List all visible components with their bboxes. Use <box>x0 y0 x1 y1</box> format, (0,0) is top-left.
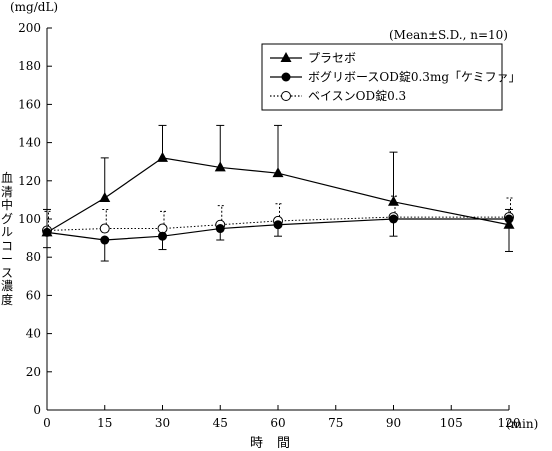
data-point <box>41 226 53 237</box>
y-tick-label: 20 <box>26 365 41 379</box>
x-tick-label: 105 <box>440 416 463 430</box>
x-tick-label: 75 <box>328 416 343 430</box>
y-tick-label: 160 <box>18 97 41 111</box>
x-tick-label: 30 <box>155 416 170 430</box>
y-tick-label: 0 <box>33 403 41 417</box>
y-tick-label: 140 <box>18 136 41 150</box>
y-tick-label: 200 <box>18 21 41 35</box>
y-tick-label: 60 <box>26 288 41 302</box>
legend-marker <box>281 91 291 101</box>
y-tick-label: 100 <box>18 212 41 226</box>
y-tick-label: 180 <box>18 59 41 73</box>
x-tick-label: 90 <box>386 416 401 430</box>
y-tick-label: 120 <box>18 174 41 188</box>
y-axis-unit: (mg/dL) <box>10 0 59 14</box>
x-tick-label: 45 <box>213 416 228 430</box>
data-point <box>215 224 225 234</box>
legend-label: ボグリボースOD錠0.3mg「ケミファ」 <box>308 69 521 84</box>
x-tick-label: 120 <box>498 416 521 430</box>
x-tick-label: 0 <box>43 416 51 430</box>
x-tick-label: 60 <box>270 416 285 430</box>
legend-label: ベイスンOD錠0.3 <box>308 88 406 103</box>
y-tick-label: 40 <box>26 327 41 341</box>
x-axis-unit: (min) <box>506 417 539 431</box>
data-point <box>100 235 110 245</box>
legend-marker <box>281 72 291 82</box>
stats-note: (Mean±S.D., n=10) <box>389 28 508 42</box>
data-point <box>157 151 168 162</box>
y-axis-label: 血清中グルコース濃度 <box>0 171 13 307</box>
data-point <box>99 191 111 202</box>
x-axis-label: 時間 <box>250 436 305 451</box>
data-point <box>99 223 110 234</box>
data-point <box>503 218 515 229</box>
x-tick-label: 15 <box>97 416 112 430</box>
data-point <box>158 231 167 241</box>
y-tick-label: 80 <box>26 250 41 264</box>
data-point <box>214 161 226 172</box>
data-point <box>389 214 398 224</box>
legend-marker <box>280 52 292 62</box>
legend-label: プラセボ <box>308 51 356 65</box>
data-point <box>273 220 283 230</box>
data-point <box>272 167 284 178</box>
data-point <box>388 195 399 206</box>
